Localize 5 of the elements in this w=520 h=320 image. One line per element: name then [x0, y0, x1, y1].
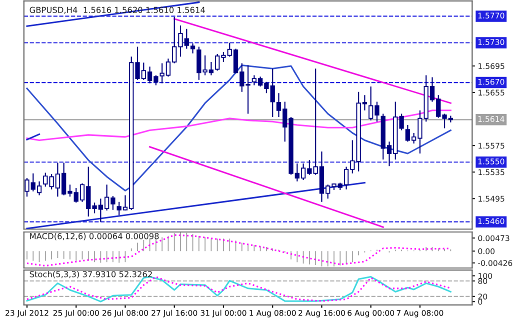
line-series [26, 234, 452, 267]
line-series [26, 64, 452, 192]
line-series [26, 110, 452, 142]
chart-title: Stoch(5,3,3) 37.9310 52.3262 [30, 270, 152, 278]
chart-title: MACD(6,12,6) 0.00064 0.00098 [30, 232, 159, 240]
